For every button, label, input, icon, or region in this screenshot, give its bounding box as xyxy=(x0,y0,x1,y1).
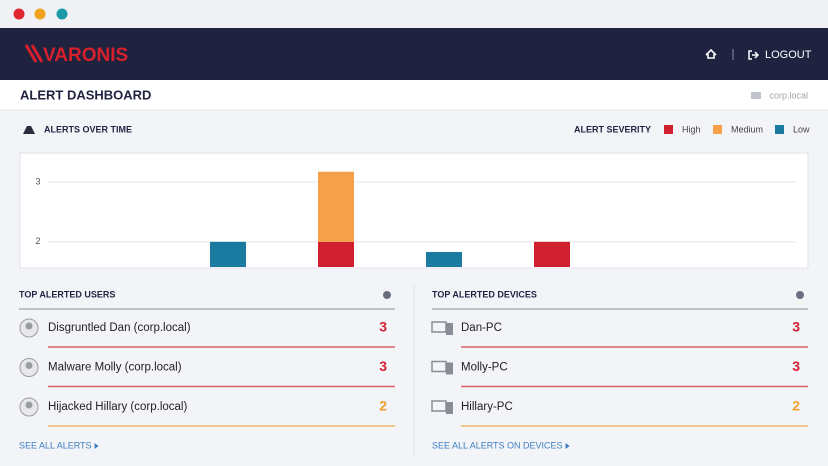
link-arrow xyxy=(94,443,99,449)
title-bar xyxy=(0,80,828,110)
bar-segment xyxy=(426,252,462,267)
y-tick-label: 2 xyxy=(35,236,40,246)
item-name[interactable]: Hijacked Hillary (corp.local) xyxy=(48,401,187,413)
chart-panel xyxy=(19,152,809,269)
link-arrow xyxy=(565,443,570,449)
bar-segment xyxy=(534,241,570,267)
item-count: 2 xyxy=(792,398,800,414)
item-name[interactable]: Disgruntled Dan (corp.local) xyxy=(48,322,191,334)
legend-label: Low xyxy=(793,124,810,134)
logout[interactable]: LOGOUT xyxy=(765,49,812,61)
window-chrome xyxy=(0,0,828,28)
chart-title: ALERTS OVER TIME xyxy=(44,124,132,134)
legend-label: Medium xyxy=(731,124,763,134)
item-count: 3 xyxy=(792,319,800,335)
panel-title: TOP ALERTED DEVICES xyxy=(432,289,537,299)
info-icon[interactable] xyxy=(383,291,391,299)
close-dot[interactable] xyxy=(13,8,25,20)
item-name[interactable]: Hillary-PC xyxy=(461,401,513,413)
domain-icon xyxy=(751,92,761,99)
panel-link[interactable]: SEE ALL ALERTS xyxy=(19,440,92,450)
maximize-dot[interactable] xyxy=(56,8,68,20)
logo-mark xyxy=(24,44,44,63)
logout-icon[interactable] xyxy=(748,50,760,60)
item-count: 3 xyxy=(792,358,800,374)
item-count: 3 xyxy=(379,358,387,374)
y-tick-label: 3 xyxy=(35,176,40,186)
bar-segment xyxy=(318,171,354,242)
page-title: ALERT DASHBOARD xyxy=(20,87,151,102)
user-icon-head xyxy=(25,401,33,409)
panel-link[interactable]: SEE ALL ALERTS ON DEVICES xyxy=(432,440,563,450)
legend-swatch xyxy=(664,125,673,134)
info-icon[interactable] xyxy=(796,291,804,299)
legend-title: ALERT SEVERITY xyxy=(574,124,651,134)
item-name[interactable]: Malware Molly (corp.local) xyxy=(48,362,182,374)
domain: corp.local xyxy=(769,90,808,100)
minimize-dot[interactable] xyxy=(34,8,46,20)
device-icon-tower xyxy=(446,362,453,375)
user-icon-head xyxy=(25,362,33,369)
brand: VARONIS xyxy=(43,45,128,66)
bar-segment xyxy=(210,241,246,267)
item-count: 2 xyxy=(379,398,387,414)
legend-swatch xyxy=(775,125,784,134)
bar-segment xyxy=(318,241,354,267)
nav-bar xyxy=(0,28,828,80)
legend-label: High xyxy=(682,124,701,134)
legend-swatch xyxy=(713,125,722,134)
device-icon-tower xyxy=(446,402,453,414)
home-icon[interactable] xyxy=(705,48,717,59)
item-count: 3 xyxy=(379,319,387,335)
user-icon-head xyxy=(25,322,33,330)
item-name[interactable]: Dan-PC xyxy=(461,322,502,334)
bell-icon xyxy=(23,126,35,134)
panel-title: TOP ALERTED USERS xyxy=(19,289,115,299)
device-icon-tower xyxy=(446,323,453,335)
item-name[interactable]: Molly-PC xyxy=(461,362,508,374)
